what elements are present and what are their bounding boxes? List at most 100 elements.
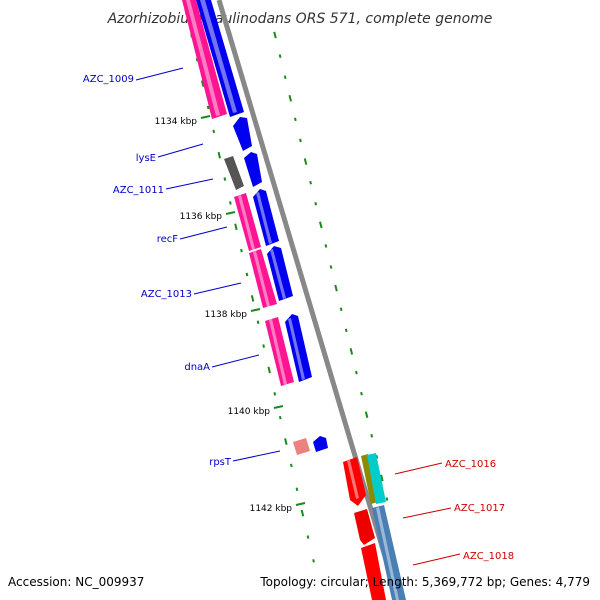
- tick-track-left: [184, 8, 315, 563]
- feature-lyse[interactable]: [233, 117, 252, 151]
- dots-left-tick: [240, 248, 243, 253]
- gene-leader-recf: [179, 226, 228, 240]
- tick-track-right: [273, 31, 389, 501]
- dots-left-tick: [229, 201, 232, 205]
- dots-left-tick: [306, 535, 310, 539]
- dots-right-tick: [273, 31, 277, 39]
- feature-azc-1017-rev[interactable]: [354, 509, 375, 545]
- feature-azc-1009-rev[interactable]: [182, 0, 227, 119]
- feature-dnaa-rev[interactable]: [265, 317, 294, 386]
- kbp-label-1136: 1136 kbp: [180, 212, 223, 222]
- feature-rpst-rev[interactable]: [293, 438, 310, 455]
- feature-azc-1009[interactable]: [196, 0, 244, 117]
- feature-azc-1016-cyan[interactable]: [367, 453, 386, 504]
- dots-right-tick: [314, 201, 318, 206]
- dots-right-tick: [288, 94, 292, 102]
- dots-left-tick: [250, 295, 255, 302]
- dots-right-tick: [303, 158, 308, 165]
- dots-right-tick: [349, 348, 354, 355]
- dots-right-tick: [294, 117, 297, 122]
- dots-left-tick: [267, 366, 271, 374]
- dots-left-tick: [212, 129, 216, 134]
- dots-left-tick: [290, 463, 293, 468]
- dots-left-tick: [234, 223, 238, 231]
- dots-right-tick: [344, 328, 348, 333]
- dots-left-tick: [245, 272, 249, 277]
- gene-label-azc-1017[interactable]: AZC_1017: [454, 503, 505, 514]
- dots-right-tick: [360, 391, 363, 396]
- dots-right-tick: [278, 54, 282, 58]
- dots-left-tick: [256, 320, 260, 325]
- gene-leader-rpst: [232, 450, 281, 462]
- feature-highlights: [186, 0, 399, 600]
- feature-recf-rev[interactable]: [234, 193, 261, 251]
- gene-leader-azc-1016: [394, 462, 443, 475]
- feature-azc-1013-rev[interactable]: [249, 249, 277, 308]
- dots-left-tick: [300, 509, 305, 517]
- gene-leader-azc-1009: [135, 67, 184, 81]
- dots-left-tick: [217, 151, 221, 159]
- gene-leader-azc-1013: [193, 282, 242, 295]
- feature-azc-1016-rev[interactable]: [343, 457, 366, 506]
- reverse-features: [182, 0, 406, 600]
- feature-recf[interactable]: [253, 189, 279, 246]
- feature-azc-1011[interactable]: [244, 152, 262, 187]
- feature-azc-1017-steel[interactable]: [372, 505, 406, 600]
- genome-backbone: [216, 0, 401, 600]
- dots-left-tick: [312, 559, 315, 563]
- dots-left-tick: [295, 487, 299, 492]
- feature-azc-1013[interactable]: [267, 246, 293, 301]
- dots-right-tick: [309, 180, 312, 185]
- gene-labels-right: AZC_1016 AZC_1017 AZC_1018: [394, 459, 514, 566]
- kbp-tick-1138: [250, 308, 261, 312]
- gene-label-lyse[interactable]: lysE: [136, 153, 156, 164]
- gene-label-azc-1018[interactable]: AZC_1018: [463, 551, 514, 562]
- dots-right-tick: [339, 307, 343, 312]
- dots-left-tick: [284, 438, 288, 445]
- kbp-tick-1136: [225, 211, 236, 215]
- gene-leader-dnaa: [211, 354, 260, 368]
- dots-left-tick: [206, 105, 210, 110]
- kbp-label-1142: 1142 kbp: [250, 504, 293, 514]
- dots-left-tick: [273, 392, 277, 396]
- gene-leader-azc-1018: [412, 553, 461, 566]
- kbp-label-1134: 1134 kbp: [155, 117, 198, 127]
- dots-right-tick: [299, 138, 302, 143]
- dots-right-tick: [324, 244, 328, 248]
- gene-label-azc-1009[interactable]: AZC_1009: [83, 74, 134, 85]
- forward-features: [196, 0, 328, 452]
- kbp-axis: 1134 kbp 1136 kbp 1138 kbp 1140 kbp 1142…: [155, 115, 306, 514]
- topology-text: Topology: circular; Length: 5,369,772 bp…: [259, 575, 590, 589]
- gene-labels-left: AZC_1009 lysE AZC_1011 recF AZC_1013 dna…: [83, 67, 281, 468]
- gene-label-azc-1013[interactable]: AZC_1013: [141, 289, 192, 300]
- feature-azc-1018-rev[interactable]: [361, 543, 386, 600]
- dots-right-tick: [364, 411, 369, 419]
- feature-azc-1011-rev[interactable]: [224, 156, 244, 190]
- kbp-label-1138: 1138 kbp: [205, 310, 248, 320]
- accession-text: Accession: NC_009937: [8, 575, 144, 589]
- dots-right-tick: [380, 474, 384, 482]
- dots-right-tick: [283, 75, 287, 79]
- gene-leader-lyse: [157, 143, 204, 158]
- feature-dnaa[interactable]: [285, 314, 312, 382]
- dots-right-tick: [334, 284, 338, 292]
- kbp-label-1140: 1140 kbp: [228, 407, 271, 417]
- kbp-tick-1142: [295, 502, 306, 506]
- kbp-tick-1134: [200, 115, 211, 119]
- gene-label-azc-1011[interactable]: AZC_1011: [113, 185, 164, 196]
- dots-right-tick: [355, 370, 358, 375]
- dots-right-tick: [370, 433, 374, 438]
- kbp-tick-1140: [273, 405, 284, 409]
- dots-left-tick: [223, 177, 227, 181]
- gene-label-dnaa[interactable]: dnaA: [184, 362, 210, 373]
- dots-right-tick: [329, 265, 333, 269]
- dots-right-tick: [385, 497, 389, 501]
- gene-label-rpst[interactable]: rpsT: [209, 457, 232, 468]
- gene-leader-azc-1017: [402, 507, 452, 519]
- gene-label-recf[interactable]: recF: [157, 234, 179, 245]
- map-title: Azorhizobium caulinodans ORS 571, comple…: [107, 11, 493, 27]
- gene-label-azc-1016[interactable]: AZC_1016: [445, 459, 496, 470]
- dots-right-tick: [319, 221, 323, 229]
- feature-rpst[interactable]: [313, 436, 328, 452]
